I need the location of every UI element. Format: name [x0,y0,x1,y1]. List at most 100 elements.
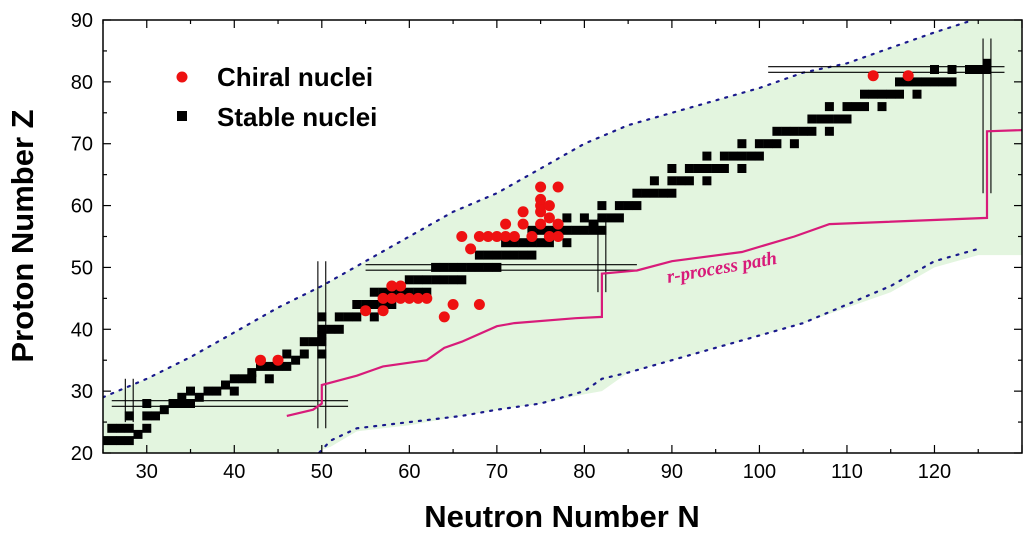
chiral-nucleus-point [473,299,485,310]
stable-nucleus-point [807,126,817,136]
stable-nucleus-point [124,423,134,433]
stable-nucleus-point [737,164,747,173]
stable-nucleus-point [177,392,187,402]
stable-nucleus-point [492,262,502,272]
chiral-nucleus-point [395,292,407,304]
stable-nucleus-point [299,337,309,347]
stable-nucleus-point [151,411,160,421]
chiral-nucleus-point [386,292,398,304]
x-tick-label: 120 [918,461,951,483]
stable-nucleus-point [203,386,213,396]
stable-nucleus-point [247,368,257,378]
stable-nucleus-point [667,176,677,186]
stable-nucleus-point [772,126,782,136]
stable-nucleus-point [553,225,563,235]
y-tick-label: 30 [71,381,93,403]
stable-nucleus-point [431,275,441,285]
plot-area [103,20,1022,453]
chiral-nucleus-point [500,218,512,230]
chiral-nucleus-point [377,292,389,304]
stable-nucleus-point [369,287,379,297]
stable-nucleus-point [860,89,869,99]
stable-nucleus-point [439,262,449,272]
stable-nucleus-point [536,238,546,248]
stable-nucleus-point [474,250,484,260]
stable-nucleus-point [361,300,371,309]
stable-nucleus-point [291,355,301,365]
stable-nucleus-point [518,238,528,248]
chiral-nucleus-point [543,231,555,242]
stable-nucleus-point [466,262,476,272]
stable-nucleus-point [982,58,992,68]
stable-nucleus-point [763,139,773,149]
stable-nucleus-point [194,392,204,402]
stable-nucleus-point [719,164,729,173]
stable-nucleus-point [378,300,388,309]
x-tick-label: 80 [573,461,595,483]
stable-nucleus-point [107,436,117,446]
stable-nucleus-point [614,201,624,211]
x-tick-label: 70 [486,461,508,483]
stable-nucleus-point [142,399,152,408]
stable-nucleus-point [895,89,904,99]
stable-nucleus-point [536,225,546,235]
stable-nucleus-point [457,275,467,285]
stable-nucleus-point [159,405,169,415]
stable-nucleus-point [702,164,712,173]
stable-nucleus-point [877,89,887,99]
stable-nucleus-point [501,238,511,248]
stable-nucleus-point [676,176,686,186]
stable-nucleus-point [684,164,694,173]
y-tick-label: 80 [71,72,93,94]
stable-nucleus-point [186,386,195,396]
chiral-nucleus-point [438,311,450,323]
stable-nucleus-point [107,423,117,433]
chiral-nucleus-point [412,292,424,304]
chiral-nucleus-point [403,292,415,304]
x-tick-label: 40 [223,461,245,483]
stable-nucleus-point [877,102,887,112]
stable-nucleus-point [903,77,913,87]
stable-nucleus-point [116,423,125,433]
stable-nucleus-point [982,65,992,74]
stable-nucleus-point [649,188,659,198]
stable-nucleus-point [509,238,519,248]
y-tick-label: 60 [71,196,93,218]
stable-nucleus-point [781,126,791,136]
stable-nucleus-point [317,312,327,322]
stable-nucleus-point [527,225,537,235]
stable-nucleus-point [264,361,274,371]
stable-nucleus-point [693,164,703,173]
chiral-nucleus-point [456,231,468,242]
stable-nucleus-point [938,77,948,87]
stable-nucleus-point [579,225,589,235]
stable-nucleus-point [667,164,677,173]
stable-nucleus-point [282,361,292,371]
stable-nuclei-series [103,58,992,446]
stable-nucleus-point [947,77,957,87]
stable-nucleus-point [142,411,152,421]
legend-chiral-label: Chiral nuclei [217,62,373,92]
stable-nucleus-point [597,213,607,223]
stable-nucleus-point [667,188,677,198]
stable-nucleus-point [317,337,327,347]
chiral-nucleus-point [421,292,433,304]
stable-nucleus-point [895,77,904,87]
stable-nucleus-point [369,312,379,322]
y-axis-title: Proton Number Z [5,109,40,362]
stable-nucleus-point [343,312,353,322]
stable-nucleus-point [387,300,397,309]
stable-nucleus-point [737,151,747,161]
legend-chiral-marker [176,71,188,83]
stable-nucleus-point [597,225,607,235]
stable-nucleus-point [518,250,528,260]
legend-stable-marker [177,111,187,121]
stable-nucleus-point [851,102,861,112]
stable-nucleus-point [369,300,379,309]
stable-nucleus-point [649,176,659,186]
stable-nucleus-point [404,275,414,285]
stable-nucleus-point [702,151,712,161]
stable-nucleus-point [317,324,327,334]
stable-nucleus-point [588,219,598,229]
